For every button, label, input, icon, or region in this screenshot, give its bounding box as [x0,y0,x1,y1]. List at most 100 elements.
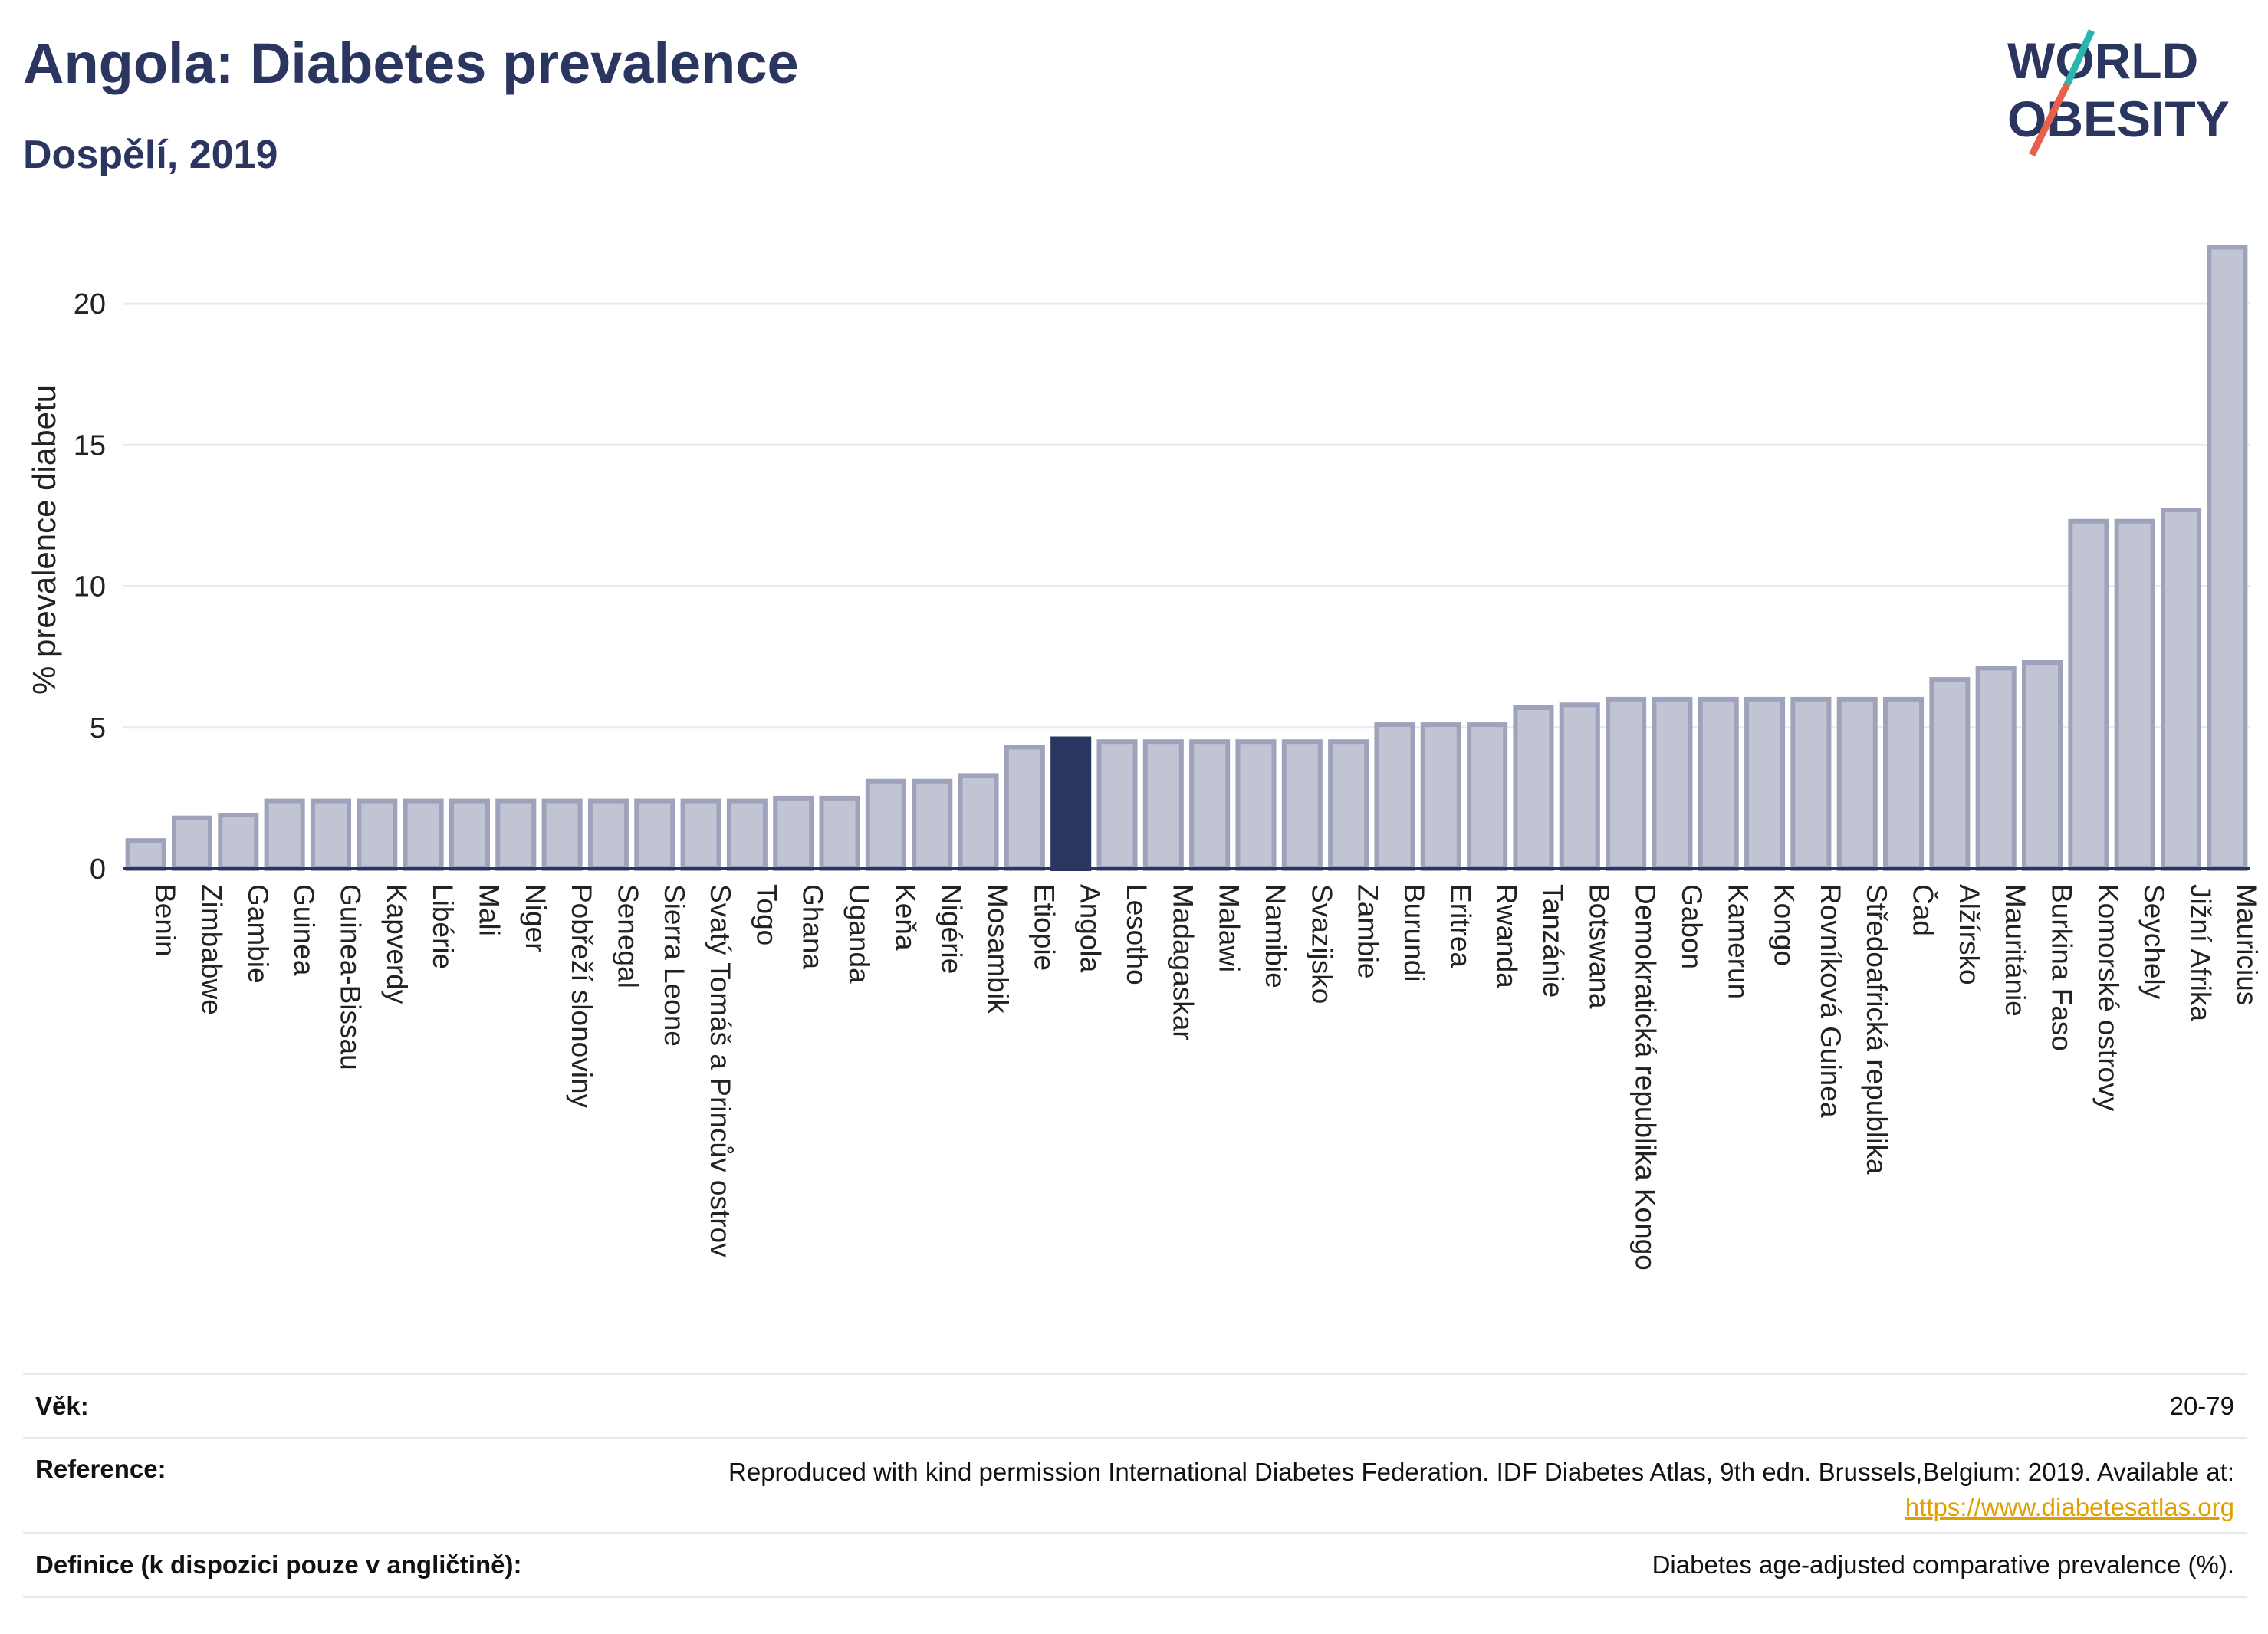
bar [773,795,814,872]
bar [125,838,166,872]
bar [1652,696,1693,872]
x-tick-label: Ghana [797,884,829,970]
y-tick-label: 15 [74,429,106,462]
x-tick-label: Svazijsko [1306,884,1337,1004]
age-value: 20-79 [2169,1391,2234,1420]
logo-red-slash [2028,82,2071,157]
x-tick-label: Alžírsko [1954,884,1985,985]
bar [1328,739,1369,872]
x-tick-label: Středoafrická republika [1861,884,1892,1175]
x-tick-label: Kamerun [1722,884,1754,999]
x-tick-label: Lesotho [1121,884,1152,985]
world-obesity-logo: WORLD OBESITY [2007,29,2230,157]
definition-label: Definice (k dispozici pouze v angličtině… [35,1550,522,1579]
reference-link[interactable]: https://www.diabetesatlas.org [1905,1493,2234,1521]
bar [264,798,305,872]
bar [1374,722,1415,871]
bar [171,815,213,871]
bar [1836,696,1878,872]
bar [958,773,999,871]
x-tick-label: Guinea-Bissau [334,884,366,1070]
bar [1235,739,1277,872]
bar [403,798,444,872]
x-tick-label: Kapverdy [381,884,413,1004]
logo-teal-slash [2063,29,2095,86]
bar [2114,518,2155,872]
bar [1513,705,1554,871]
reference-text: Reproduced with kind permission Internat… [728,1458,2234,1486]
bar [912,778,953,872]
x-tick-label: Nigérie [936,884,968,974]
bar [1096,739,1138,872]
x-tick-label: Mauricius [2231,884,2263,1005]
bar [865,778,906,872]
logo-line2: OBESITY [2007,90,2230,147]
x-tick-label: Guinea [288,884,320,976]
age-label: Věk: [35,1391,89,1420]
bar [634,798,675,872]
x-tick-label: Demokratická republika Kongo [1630,884,1662,1271]
x-tick-label: Svatý Tomáš a Princův ostrov [705,884,736,1258]
bar [1467,722,1508,871]
definition-value: Diabetes age-adjusted comparative preval… [1652,1550,2234,1579]
x-tick-label: Burkina Faso [2046,884,2078,1051]
reference-label: Reference: [35,1455,166,1483]
x-tick-label: Tanzánie [1537,884,1569,998]
reference-value: Reproduced with kind permission Internat… [728,1455,2234,1525]
x-tick-label: Libérie [427,884,459,969]
info-row-definition: Definice (k dispozici pouze v angličtině… [23,1532,2247,1598]
bar [1744,696,1786,872]
x-tick-label: Togo [751,884,782,945]
bar [357,798,398,872]
bar [587,798,629,872]
bar [2207,245,2248,871]
x-tick-label: Komorské ostrovy [2092,884,2124,1112]
y-tick-label: 10 [74,571,106,603]
x-tick-label: Burundi [1399,884,1430,982]
y-axis-label: % prevalence diabetu [26,385,62,695]
logo-line1: WORLD [2007,32,2198,89]
bar [726,798,768,872]
bar [1606,696,1647,872]
bar [449,798,490,872]
x-tick-label: Rovníková Guinea [1815,884,1846,1118]
x-tick-label: Madagaskar [1167,884,1198,1041]
x-tick-label: Botswana [1583,884,1615,1009]
x-tick-label: Niger [520,884,551,952]
x-tick-label: Sierra Leone [659,884,690,1047]
bar [2022,660,2063,871]
x-tick-label: Čad [1908,884,1939,936]
bar [1281,739,1323,872]
bar [1189,739,1231,872]
x-tick-label: Keňa [889,884,921,951]
x-tick-label: Eritrea [1445,884,1476,968]
x-tick-label: Pobřeží slonoviny [566,884,597,1109]
bar [1004,745,1045,871]
bar [541,798,583,872]
bar [1698,696,1739,872]
bar [310,798,351,872]
bar [819,795,860,872]
x-tick-label: Senegal [612,884,643,988]
x-tick-label: Mauritánie [2000,884,2031,1017]
x-tick-label: Seychely [2138,884,2170,1000]
x-tick-label: Kongo [1769,884,1800,966]
x-tick-label: Malawi [1214,884,1245,972]
bar [2160,508,2202,871]
y-tick-label: 5 [90,712,106,745]
x-tick-label: Zimbabwe [196,884,227,1015]
x-tick-label: Zambie [1353,884,1384,978]
x-tick-label: Uganda [843,884,875,984]
bar [1420,722,1461,871]
x-tick-label: Rwanda [1491,884,1523,988]
bar [1142,739,1184,872]
info-table: Věk: 20-79 Reference: Reproduced with ki… [23,1373,2247,1598]
x-tick-label: Etiopie [1028,884,1060,971]
bar [1975,666,2017,871]
y-tick-label: 0 [90,853,106,886]
bar [1050,736,1092,872]
bar-chart: 0 5 10 15 20 % prevalence diabetu Benin Zimbabw… [26,245,2263,1271]
info-row-age: Věk: 20-79 [23,1373,2247,1437]
x-tick-label: Mali [473,884,505,936]
bar [495,798,537,872]
